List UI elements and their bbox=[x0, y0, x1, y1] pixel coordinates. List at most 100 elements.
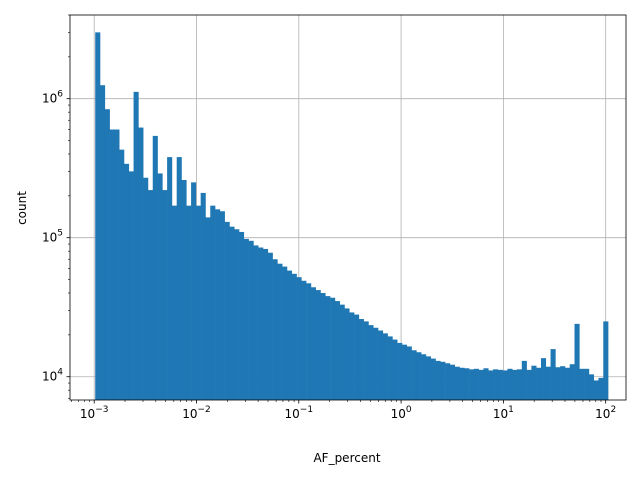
histogram-bar bbox=[272, 259, 278, 400]
histogram-bar bbox=[234, 229, 240, 400]
histogram-bar bbox=[354, 314, 360, 400]
histogram-bar bbox=[296, 277, 302, 400]
histogram-bar bbox=[286, 270, 293, 400]
histogram-bar bbox=[598, 377, 604, 400]
histogram-bar bbox=[157, 173, 163, 400]
histogram-bar bbox=[392, 339, 398, 400]
histogram-bar bbox=[123, 163, 130, 400]
histogram-bar bbox=[378, 330, 384, 400]
histogram-bar bbox=[493, 369, 499, 400]
histogram-bar bbox=[540, 358, 547, 400]
histogram-bar bbox=[310, 287, 316, 400]
histogram-bar bbox=[550, 349, 556, 400]
histogram-bar bbox=[291, 273, 297, 400]
histogram-bar bbox=[430, 358, 436, 400]
histogram-bar bbox=[440, 361, 446, 400]
histogram-bar bbox=[243, 238, 249, 400]
histogram-bar bbox=[176, 157, 182, 400]
histogram-bar bbox=[459, 367, 465, 400]
histogram-bar bbox=[502, 370, 508, 400]
histogram-bar bbox=[339, 304, 345, 400]
histogram-bar bbox=[320, 293, 326, 400]
histogram-bar bbox=[315, 290, 321, 400]
histogram-bar bbox=[210, 205, 216, 400]
histogram-bar bbox=[267, 252, 273, 400]
axes-frame bbox=[69, 14, 627, 401]
histogram-bar bbox=[205, 217, 211, 400]
histogram-bar bbox=[334, 301, 340, 400]
histogram-bar bbox=[138, 127, 144, 401]
histogram-bar bbox=[387, 336, 393, 400]
histogram-bar bbox=[224, 221, 230, 400]
histogram-bar bbox=[421, 354, 427, 400]
histogram-bar bbox=[401, 344, 408, 400]
histogram-bar bbox=[100, 85, 106, 400]
histogram-bar bbox=[95, 32, 101, 401]
histogram-bar bbox=[531, 365, 537, 400]
histogram-bar bbox=[454, 366, 460, 400]
histogram-bar bbox=[358, 319, 364, 400]
histogram-bar bbox=[526, 369, 532, 400]
histogram-bar bbox=[406, 346, 412, 400]
histogram-bar bbox=[349, 312, 355, 400]
histogram-bar bbox=[574, 323, 580, 400]
histogram-bar bbox=[497, 369, 503, 400]
histogram-bar bbox=[147, 190, 154, 400]
histogram-bar bbox=[564, 367, 571, 400]
histogram-bar bbox=[167, 157, 173, 400]
histogram-bar bbox=[368, 325, 374, 400]
histogram-bar bbox=[191, 182, 197, 400]
histogram-bar bbox=[483, 368, 489, 400]
histogram-bar bbox=[488, 370, 494, 400]
histogram-bar bbox=[219, 211, 225, 400]
histogram-bar bbox=[133, 91, 139, 400]
histogram-bar bbox=[143, 177, 149, 400]
histogram-bar bbox=[162, 190, 168, 400]
histogram-bar bbox=[104, 109, 110, 400]
histogram-bar bbox=[411, 350, 417, 400]
histogram-bar bbox=[119, 149, 125, 400]
histogram-bar bbox=[114, 129, 120, 400]
histogram-bars bbox=[95, 32, 609, 401]
histogram-bar bbox=[545, 366, 551, 400]
histogram-bar bbox=[262, 248, 269, 400]
histogram-bar bbox=[344, 308, 350, 400]
histogram-bar bbox=[373, 327, 379, 400]
histogram-bar bbox=[512, 369, 518, 400]
histogram-bar bbox=[560, 366, 566, 400]
histogram-bar bbox=[363, 321, 369, 400]
plot-frame bbox=[69, 14, 627, 401]
histogram-bar bbox=[416, 352, 422, 400]
histogram-bar bbox=[200, 192, 206, 400]
histogram-bar bbox=[445, 363, 451, 400]
histogram-bar bbox=[253, 245, 259, 400]
histogram-bar bbox=[181, 180, 187, 400]
histogram-bar bbox=[215, 209, 221, 400]
histogram-bar bbox=[569, 364, 575, 400]
y-axis-label: count bbox=[15, 191, 29, 225]
histogram-bar bbox=[397, 342, 403, 400]
histogram-bar bbox=[186, 205, 192, 400]
histogram-bar bbox=[301, 280, 307, 400]
histogram-bar bbox=[473, 368, 479, 400]
histogram-bar bbox=[588, 374, 594, 400]
histogram-bar bbox=[435, 360, 441, 400]
histogram-bar bbox=[152, 135, 158, 400]
histogram-bar bbox=[330, 297, 336, 400]
histogram-bar bbox=[555, 367, 561, 400]
histogram-bar bbox=[603, 321, 609, 400]
histogram-bar bbox=[282, 266, 288, 400]
histogram-bar bbox=[478, 369, 484, 400]
histogram-bar bbox=[248, 240, 254, 400]
histogram-bar bbox=[195, 205, 201, 400]
histogram-bar bbox=[584, 368, 590, 400]
histogram-bar bbox=[579, 368, 585, 400]
histogram-bar bbox=[469, 369, 475, 400]
histogram-bar bbox=[229, 226, 235, 400]
histogram-bar bbox=[128, 171, 134, 400]
histogram-bar bbox=[521, 360, 527, 400]
histogram-bar bbox=[382, 333, 388, 400]
histogram-bar bbox=[109, 129, 115, 400]
x-axis-label: AF_percent bbox=[313, 451, 380, 465]
